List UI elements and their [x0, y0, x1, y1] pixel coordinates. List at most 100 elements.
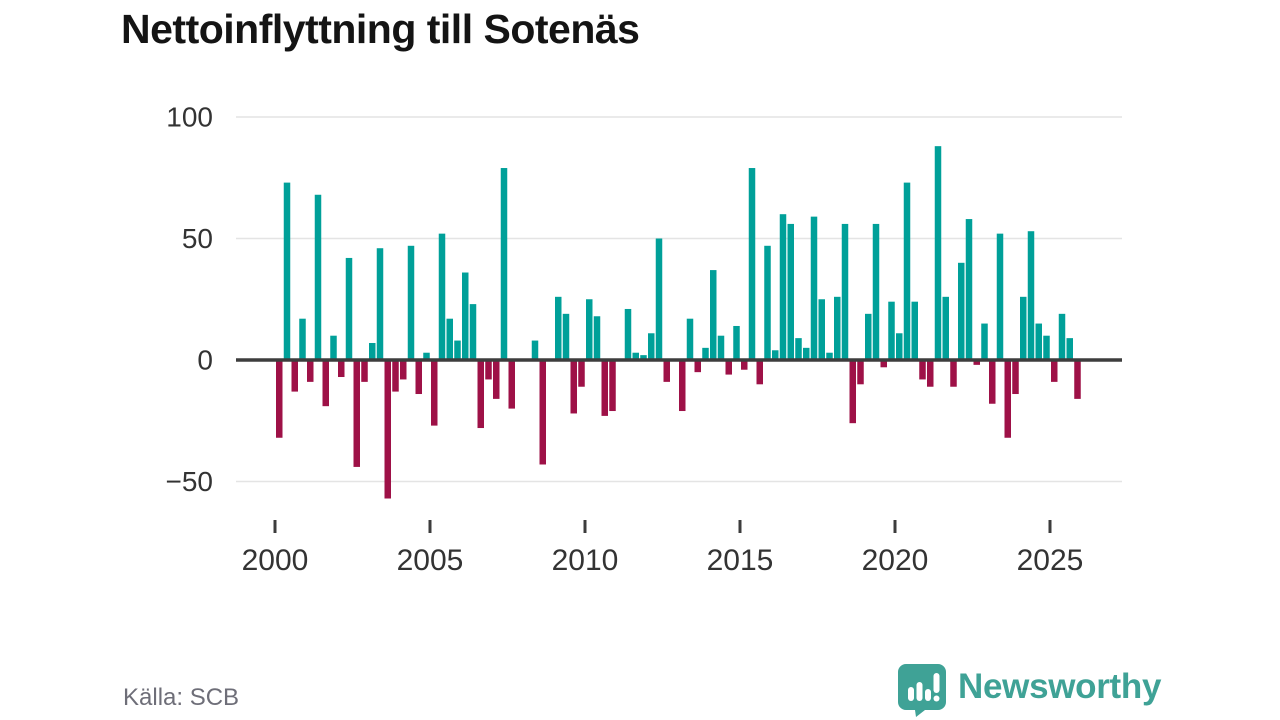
bar	[787, 223, 794, 360]
bar	[307, 360, 314, 382]
bar	[369, 342, 376, 360]
bar	[973, 360, 980, 365]
bar	[1035, 323, 1042, 360]
bar	[989, 360, 996, 404]
bar	[1004, 360, 1011, 438]
bar	[1027, 231, 1035, 360]
bar	[586, 299, 593, 360]
bar	[392, 360, 399, 392]
bar	[291, 360, 298, 392]
bar	[655, 238, 663, 360]
bar	[601, 360, 608, 416]
bar	[423, 352, 430, 360]
bar	[911, 301, 918, 360]
bar	[477, 360, 484, 429]
bar	[733, 325, 740, 360]
x-axis-label: 2015	[707, 544, 774, 577]
bar	[1058, 313, 1066, 360]
bar	[903, 182, 911, 360]
y-axis-label: 0	[197, 345, 213, 376]
bar	[438, 233, 446, 360]
bar	[803, 347, 810, 360]
bar	[717, 335, 725, 360]
bar	[431, 360, 438, 426]
bar	[779, 214, 787, 360]
bar	[927, 360, 934, 387]
bar	[996, 233, 1004, 360]
bar	[795, 338, 802, 360]
bar	[640, 355, 647, 360]
bar	[624, 308, 632, 360]
bar	[950, 360, 957, 387]
bar	[570, 360, 577, 414]
bar	[1012, 360, 1019, 395]
bar	[508, 360, 515, 409]
bar	[826, 352, 833, 360]
bar	[407, 245, 415, 360]
bar	[361, 360, 368, 382]
bar	[276, 360, 283, 438]
bar	[748, 168, 756, 360]
bar	[965, 219, 973, 360]
bar	[330, 335, 337, 360]
bar	[958, 262, 965, 360]
bar	[981, 323, 988, 360]
y-axis-label: 50	[182, 223, 213, 254]
bar	[865, 313, 872, 360]
x-axis-label: 2000	[242, 544, 309, 577]
bar	[345, 257, 353, 360]
bar	[578, 360, 585, 387]
bar	[888, 301, 895, 360]
bar	[942, 296, 949, 360]
bar	[485, 360, 492, 380]
bar	[841, 223, 849, 360]
bar	[702, 347, 709, 360]
bar	[384, 360, 391, 499]
bar	[857, 360, 864, 385]
bar	[1043, 335, 1050, 360]
x-axis-label: 2020	[862, 544, 929, 577]
bar	[648, 333, 655, 360]
source-caption: Källa: SCB	[123, 684, 240, 711]
bar	[493, 360, 500, 399]
bar	[764, 245, 771, 360]
bar	[446, 318, 453, 360]
bar	[1066, 338, 1073, 360]
bar	[919, 360, 926, 380]
bar	[500, 168, 508, 360]
bar	[299, 318, 306, 360]
bar	[818, 299, 825, 360]
bar	[1074, 360, 1081, 399]
bar	[663, 360, 670, 382]
x-axis-label: 2025	[1017, 544, 1084, 577]
bar	[834, 296, 841, 360]
bar	[772, 350, 779, 360]
x-axis-label: 2010	[552, 544, 619, 577]
bar	[934, 146, 942, 360]
bar	[376, 248, 384, 360]
newsworthy-brand: Newsworthy	[897, 663, 1161, 717]
chart-title: Nettoinflyttning till Sotenäs	[121, 6, 640, 52]
bar	[415, 360, 422, 395]
bar	[1051, 360, 1058, 382]
bar	[694, 360, 701, 373]
bar	[632, 352, 639, 360]
bar	[469, 304, 477, 360]
bar	[555, 296, 562, 360]
bar	[593, 316, 601, 360]
bar	[531, 340, 539, 360]
brand-name: Newsworthy	[958, 667, 1162, 706]
bar	[896, 333, 903, 360]
bar	[810, 216, 818, 360]
bar	[609, 360, 616, 412]
bar	[539, 360, 546, 465]
bar	[880, 360, 887, 368]
newsworthy-logo-icon	[898, 664, 946, 717]
bar	[454, 340, 461, 360]
y-axis-label: 100	[166, 102, 213, 133]
bar	[322, 360, 329, 407]
bar	[400, 360, 407, 380]
bar	[725, 360, 732, 375]
